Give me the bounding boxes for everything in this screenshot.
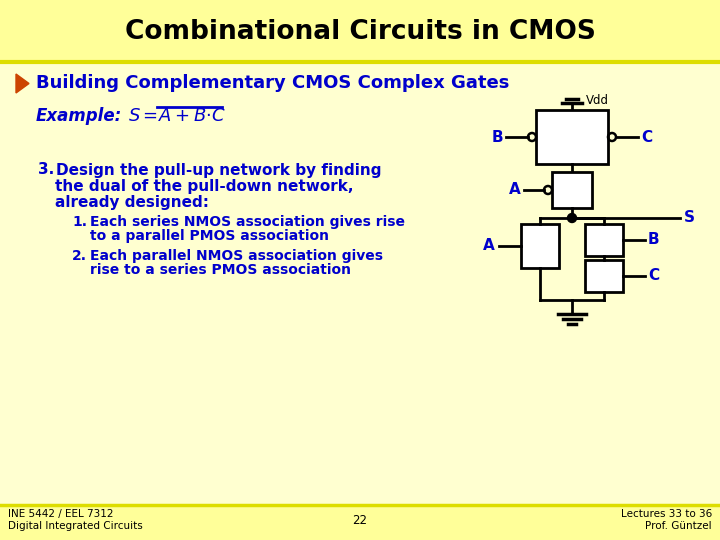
Bar [0,0,720,62]
Text: the dual of the pull-down network,: the dual of the pull-down network, [55,179,354,193]
Polygon shape [16,74,29,93]
Bar [521,224,559,268]
Text: 22: 22 [353,514,367,526]
Circle shape [567,213,577,222]
Text: A: A [509,183,521,198]
Bar [0,505,720,540]
Bar [585,224,623,256]
Bar [585,260,623,292]
Text: INE 5442 / EEL 7312: INE 5442 / EEL 7312 [8,509,114,519]
Text: Digital Integrated Circuits: Digital Integrated Circuits [8,521,143,531]
Text: rise to a series PMOS association: rise to a series PMOS association [90,263,351,277]
Text: Vdd: Vdd [586,94,609,107]
Text: $\mathit{A+B{\cdot}C}$: $\mathit{A+B{\cdot}C}$ [158,107,226,125]
Text: Each parallel NMOS association gives: Each parallel NMOS association gives [90,249,383,263]
Text: Prof. Güntzel: Prof. Güntzel [645,521,712,531]
Text: A: A [483,239,495,253]
Bar [552,172,592,208]
Text: C: C [648,268,659,284]
Text: 2.: 2. [72,249,87,263]
Text: Lectures 33 to 36: Lectures 33 to 36 [621,509,712,519]
Text: 3.: 3. [38,163,54,178]
Text: C: C [641,130,652,145]
Text: 1.: 1. [72,215,87,229]
Text: Building Complementary CMOS Complex Gates: Building Complementary CMOS Complex Gate… [36,75,509,92]
Bar [536,110,608,164]
Text: Example:: Example: [36,107,122,125]
Text: Each series NMOS association gives rise: Each series NMOS association gives rise [90,215,405,229]
Text: B: B [491,130,503,145]
Text: $S =$: $S =$ [128,107,158,125]
Text: S: S [684,211,695,226]
Text: B: B [648,233,660,247]
Text: Design the pull-up network by finding: Design the pull-up network by finding [56,163,382,178]
Text: Combinational Circuits in CMOS: Combinational Circuits in CMOS [125,19,595,45]
Text: to a parallel PMOS association: to a parallel PMOS association [90,229,329,243]
Text: already designed:: already designed: [55,194,209,210]
